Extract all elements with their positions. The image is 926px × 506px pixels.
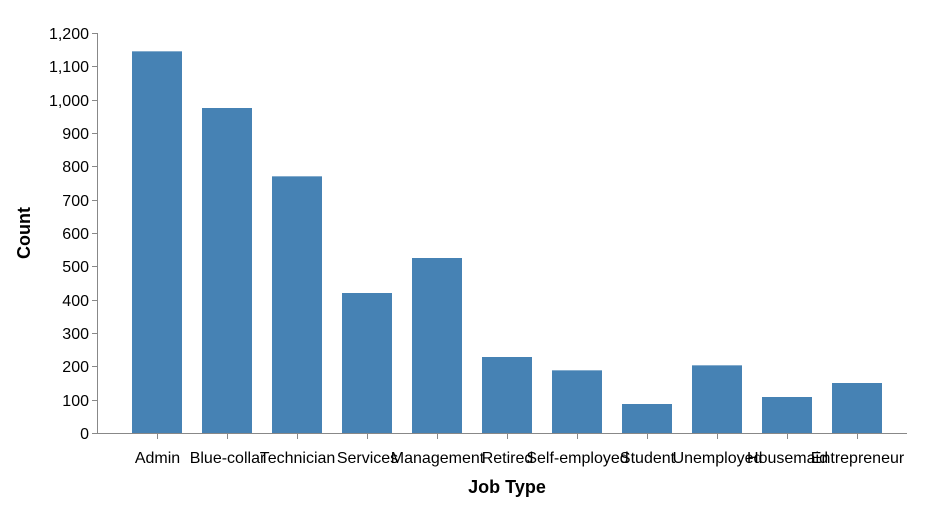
- x-axis-title: Job Type: [468, 477, 546, 497]
- bars-group: [132, 51, 882, 434]
- bar-self-employed: [552, 370, 602, 433]
- x-tick-label: Self-employed: [526, 450, 628, 467]
- bar-admin: [132, 51, 182, 433]
- bar-management: [412, 258, 462, 433]
- x-tick-label: Technician: [260, 450, 336, 467]
- y-tick-label: 1,100: [49, 59, 89, 76]
- y-tick-label: 800: [62, 159, 89, 176]
- x-tick-label: Retired: [482, 450, 534, 467]
- x-tick-label: Blue-collar: [190, 450, 266, 467]
- x-tick-label: Management: [391, 450, 485, 467]
- bar-services: [342, 293, 392, 433]
- x-tick-label: Services: [337, 450, 398, 467]
- bar-retired: [482, 357, 532, 433]
- bar-student: [622, 404, 672, 433]
- y-tick-label: 200: [62, 359, 89, 376]
- x-tick-label: Admin: [135, 450, 180, 467]
- y-tick-label: 0: [80, 426, 89, 443]
- y-tick-label: 1,000: [49, 93, 89, 110]
- bar-entrepreneur: [832, 383, 882, 433]
- y-axis-title: Count: [14, 207, 34, 259]
- y-tick-label: 100: [62, 393, 89, 410]
- x-tick-label: Housemaid: [747, 450, 828, 467]
- y-tick-label: 400: [62, 293, 89, 310]
- y-tick-label: 1,200: [49, 26, 89, 43]
- bar-unemployed: [692, 365, 742, 433]
- x-tick-label: Student: [620, 450, 676, 467]
- x-tick-label: Entrepreneur: [811, 450, 905, 467]
- x-tick-label: Unemployed: [673, 450, 763, 467]
- bar-housemaid: [762, 397, 812, 433]
- bar-blue-collar: [202, 108, 252, 433]
- y-tick-label: 600: [62, 226, 89, 243]
- bar-technician: [272, 176, 322, 434]
- y-tick-label: 300: [62, 326, 89, 343]
- y-axis: 0 100 200 300 400 500 600 700 800 900 1,000 1,100 1,…: [49, 26, 98, 443]
- y-tick-label: 700: [62, 193, 89, 210]
- y-tick-label: 900: [62, 126, 89, 143]
- y-tick-label: 500: [62, 259, 89, 276]
